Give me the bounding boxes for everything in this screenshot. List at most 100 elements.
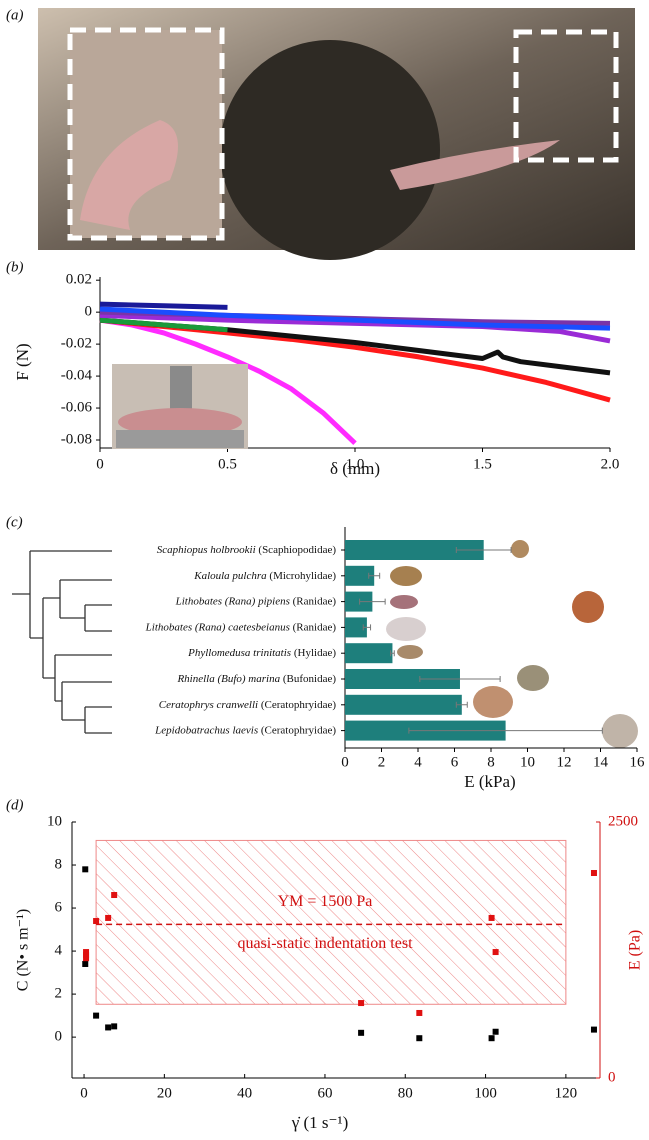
- frog: [220, 40, 440, 260]
- stage: [116, 430, 244, 448]
- error-bar: [419, 676, 501, 682]
- tongue-sample: [118, 408, 242, 436]
- point: [111, 1023, 118, 1030]
- point: [83, 952, 90, 959]
- specimen: [390, 595, 418, 609]
- y-tick-label: -0.02: [61, 336, 92, 352]
- y-tick-label: 6: [55, 899, 63, 915]
- point: [492, 1028, 499, 1035]
- x-tick-label: 4: [414, 754, 422, 770]
- point: [83, 955, 90, 962]
- y-tick-label: 10: [47, 813, 62, 829]
- specimens: [386, 540, 638, 748]
- point: [416, 1035, 423, 1042]
- shaded-range: [95, 839, 567, 1005]
- x-tick-label: 20: [157, 1085, 172, 1101]
- specimen: [397, 645, 423, 659]
- data-line: [99, 317, 228, 333]
- bar: [345, 591, 373, 612]
- y-tick-label: 4: [55, 943, 63, 959]
- coin: [572, 591, 604, 623]
- tongue-zoom: [80, 120, 178, 230]
- panel-label: (d): [6, 797, 24, 813]
- y2-tick-label: 2500: [608, 813, 638, 829]
- bar: [345, 540, 484, 560]
- category-label: Lithobates (Rana) caetesbeianus (Ranidae…: [145, 621, 337, 633]
- bar: [345, 694, 462, 715]
- specimen: [386, 617, 426, 641]
- category-label: Rhinella (Bufo) marina (Bufonidae): [176, 673, 336, 685]
- y2-axis-title: E (Pa): [627, 930, 644, 970]
- x-axis-title: γ̇ (1 s⁻¹): [291, 1113, 349, 1132]
- panel-label: (a): [6, 7, 24, 23]
- category-label: Lepidobatrachus laevis (Ceratophryidae): [154, 724, 336, 736]
- point: [416, 1009, 423, 1016]
- point: [93, 918, 100, 925]
- panel-label: (b): [6, 259, 24, 275]
- tree: [12, 550, 112, 734]
- x-axis-title: E (kPa): [464, 772, 515, 791]
- y-tick-label: 0: [85, 304, 93, 320]
- x-tick-label: 0: [96, 456, 104, 472]
- error-bar: [368, 572, 381, 579]
- point: [83, 949, 90, 956]
- y-axis-title: F (N): [13, 343, 32, 380]
- specimen: [473, 686, 513, 718]
- x-tick-label: 1.5: [473, 456, 492, 472]
- y-tick-label: 0: [55, 1029, 63, 1045]
- annotation: YM = 1500 Pa: [278, 893, 373, 910]
- x-tick-label: 40: [237, 1085, 252, 1101]
- specimen: [390, 566, 422, 586]
- annotation: quasi-static indentation test: [237, 935, 413, 952]
- specimen: [511, 540, 529, 558]
- point: [492, 949, 499, 956]
- y-tick-label: 8: [55, 856, 63, 872]
- x-tick-label: 10: [520, 754, 535, 770]
- error-bar: [455, 547, 512, 553]
- category-label: Lithobates (Rana) pipiens (Ranidae): [175, 595, 337, 607]
- point: [93, 1012, 100, 1019]
- y-tick-label: -0.06: [61, 399, 93, 415]
- bar: [345, 669, 460, 689]
- category-label: Phyllomedusa trinitatis (Hylidae): [187, 647, 336, 659]
- x-tick-label: 100: [474, 1085, 497, 1101]
- error-bar: [390, 650, 395, 657]
- x-tick-label: 0: [341, 754, 349, 770]
- x-tick-label: 12: [557, 754, 572, 770]
- y-tick-label: 0.02: [66, 272, 92, 288]
- point: [358, 1000, 365, 1007]
- data-line: [99, 306, 611, 331]
- point: [590, 869, 597, 876]
- y-tick-label: -0.04: [61, 368, 93, 384]
- category-label: Kaloula pulchra (Microhylidae): [193, 569, 336, 581]
- x-tick-label: 16: [630, 754, 646, 770]
- x-tick-label: 0.5: [218, 456, 237, 472]
- error-bar: [455, 701, 468, 708]
- y2-tick-label: 0: [608, 1069, 616, 1085]
- x-axis-title: δ (mm): [330, 459, 380, 478]
- point: [488, 914, 495, 921]
- x-tick-label: 1.0: [346, 456, 365, 472]
- point: [82, 866, 89, 873]
- point: [488, 1035, 495, 1042]
- x-tick-label: 120: [555, 1085, 578, 1101]
- error-bar: [359, 598, 386, 605]
- point: [105, 914, 112, 921]
- x-tick-label: 14: [593, 754, 609, 770]
- point: [105, 1024, 112, 1031]
- specimen: [602, 714, 638, 748]
- x-tick-label: 80: [398, 1085, 413, 1101]
- bar: [345, 565, 375, 586]
- point: [590, 1026, 597, 1033]
- category-label: Ceratophrys cranwelli (Ceratophryidae): [159, 698, 337, 710]
- point: [111, 892, 118, 899]
- x-tick-label: 0: [80, 1085, 88, 1101]
- bar: [345, 643, 393, 664]
- photo-panel: (a): [6, 7, 635, 260]
- bar: [345, 617, 367, 638]
- point: [358, 1029, 365, 1036]
- error-bar: [408, 727, 603, 734]
- indenter: [170, 366, 192, 412]
- x-tick-label: 6: [451, 754, 459, 770]
